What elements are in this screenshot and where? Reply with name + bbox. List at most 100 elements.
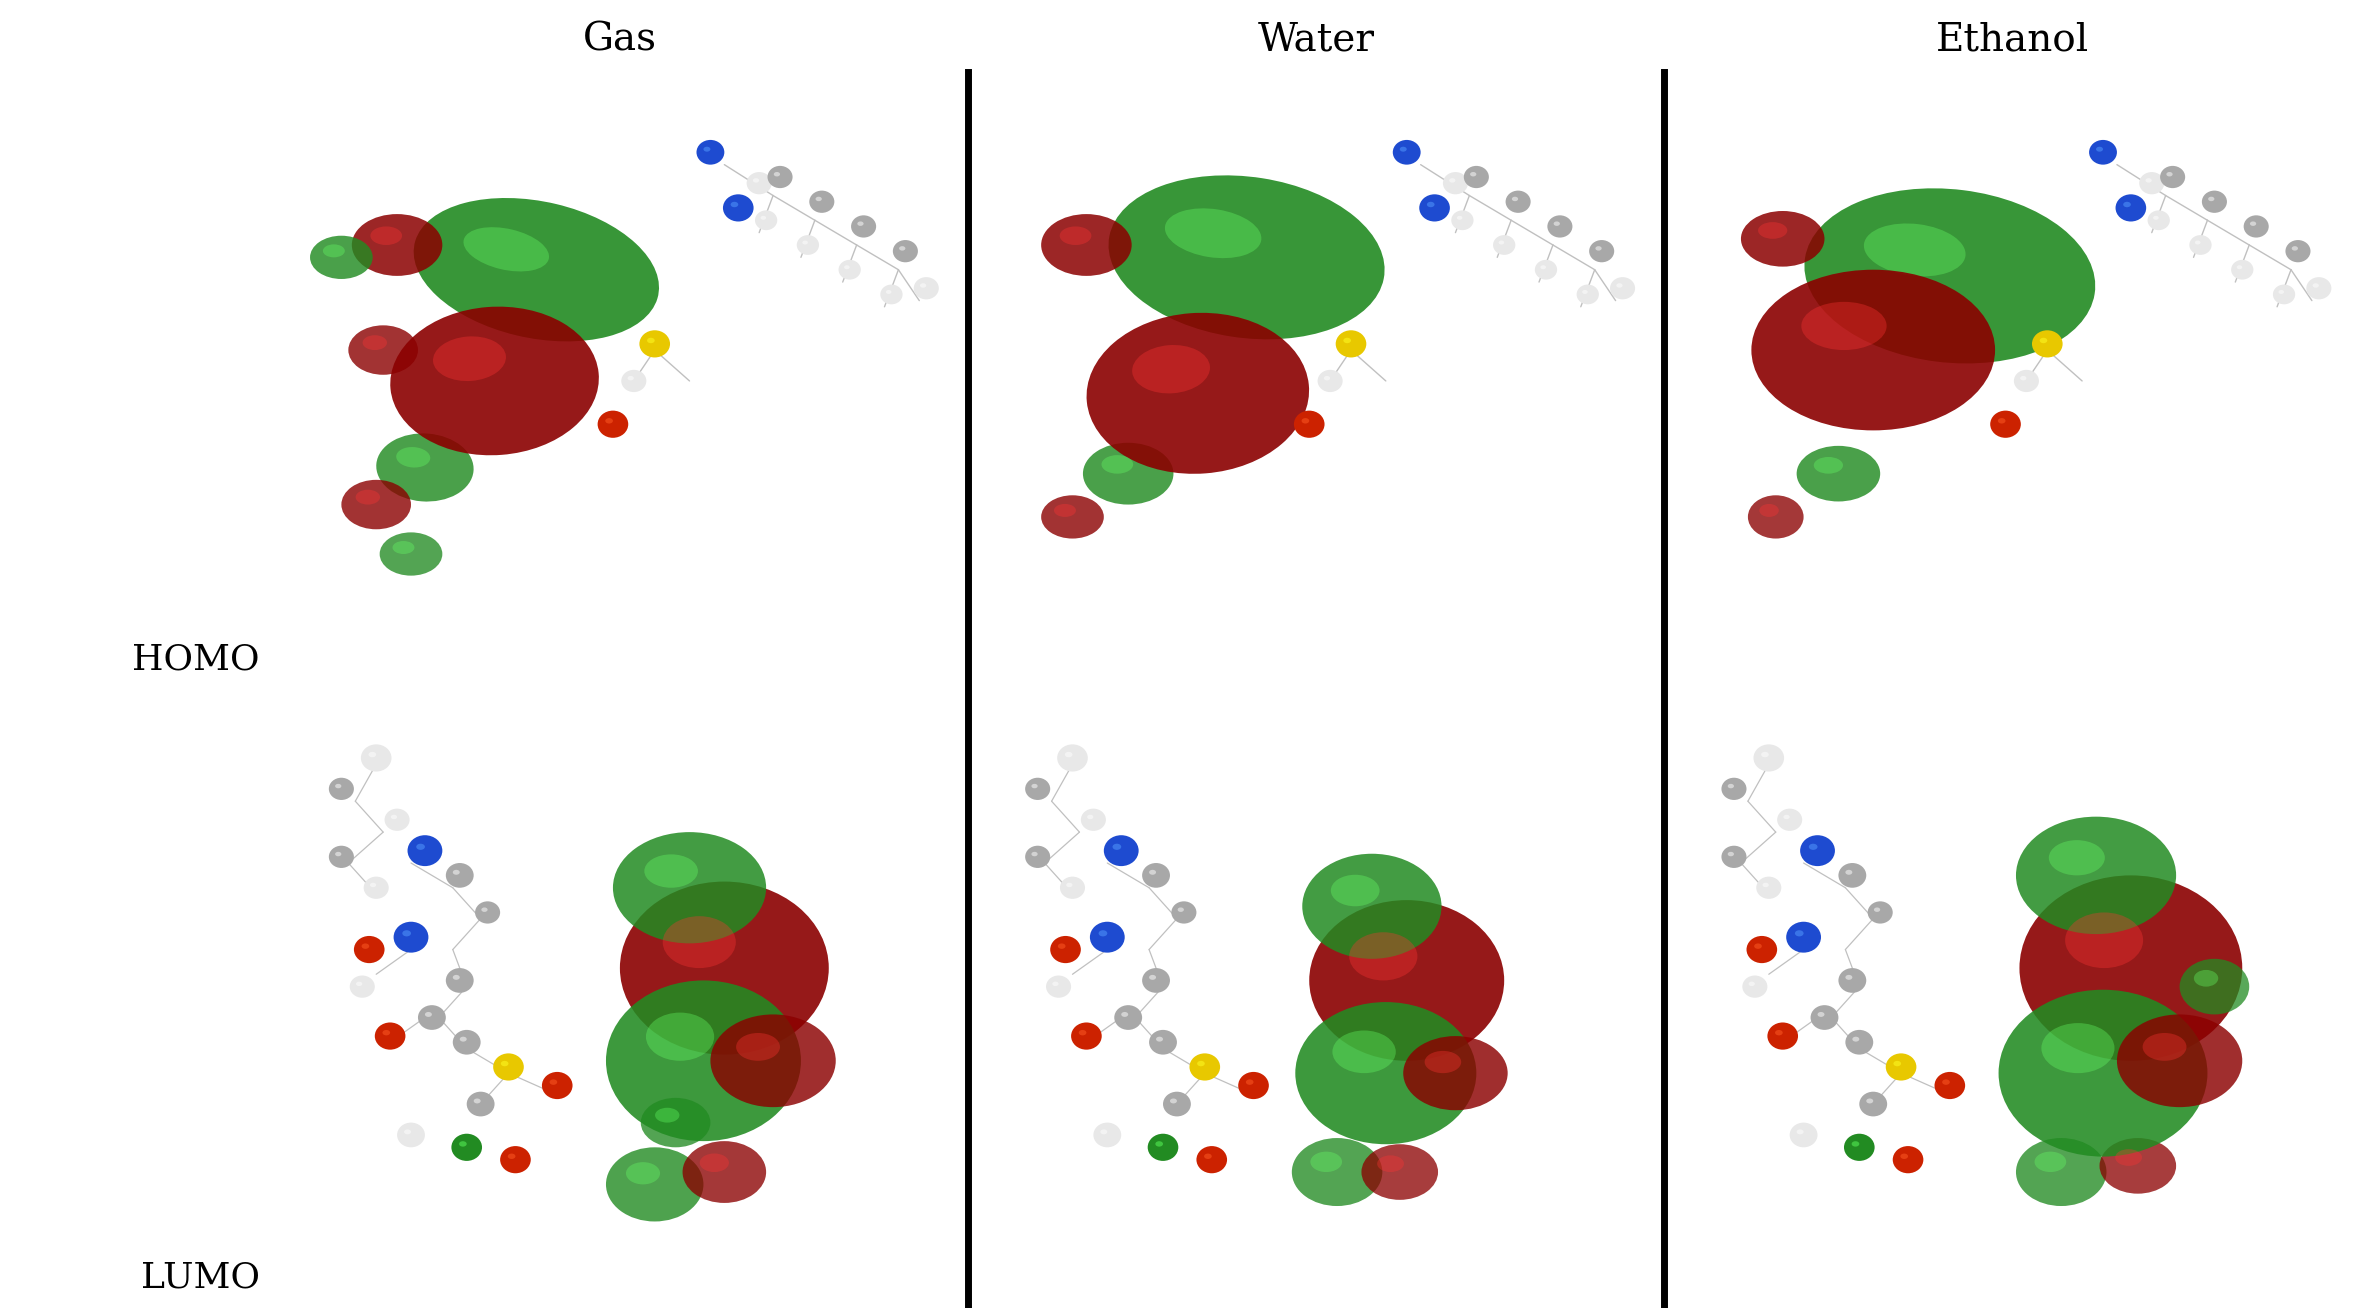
Circle shape bbox=[1777, 808, 1803, 831]
Ellipse shape bbox=[336, 852, 340, 857]
Circle shape bbox=[2148, 211, 2169, 230]
Ellipse shape bbox=[1616, 284, 1623, 288]
Ellipse shape bbox=[645, 1012, 714, 1061]
Ellipse shape bbox=[454, 870, 461, 875]
Ellipse shape bbox=[1099, 930, 1108, 937]
Ellipse shape bbox=[1311, 1151, 1342, 1172]
Ellipse shape bbox=[773, 171, 780, 177]
Ellipse shape bbox=[473, 1099, 480, 1104]
Ellipse shape bbox=[1205, 1154, 1212, 1159]
Ellipse shape bbox=[730, 201, 737, 207]
Circle shape bbox=[376, 1023, 406, 1049]
Ellipse shape bbox=[699, 1154, 728, 1172]
Ellipse shape bbox=[371, 883, 376, 887]
Ellipse shape bbox=[380, 532, 442, 576]
Ellipse shape bbox=[463, 228, 548, 272]
Ellipse shape bbox=[1470, 171, 1477, 177]
Circle shape bbox=[1080, 808, 1106, 831]
Ellipse shape bbox=[1156, 1141, 1163, 1147]
Ellipse shape bbox=[1874, 908, 1881, 912]
Ellipse shape bbox=[2143, 1033, 2186, 1061]
Ellipse shape bbox=[1427, 201, 1434, 207]
Circle shape bbox=[754, 211, 777, 230]
Ellipse shape bbox=[605, 1147, 704, 1222]
Circle shape bbox=[1319, 370, 1342, 392]
Ellipse shape bbox=[397, 447, 430, 467]
Ellipse shape bbox=[1059, 943, 1066, 948]
Ellipse shape bbox=[1059, 226, 1092, 245]
Circle shape bbox=[1505, 191, 1531, 213]
Ellipse shape bbox=[1801, 302, 1886, 351]
Ellipse shape bbox=[324, 245, 345, 258]
Ellipse shape bbox=[1066, 752, 1073, 757]
Ellipse shape bbox=[803, 241, 808, 245]
Ellipse shape bbox=[1082, 442, 1174, 505]
Circle shape bbox=[839, 260, 860, 280]
Circle shape bbox=[2306, 277, 2332, 300]
Ellipse shape bbox=[2039, 337, 2046, 343]
Circle shape bbox=[881, 285, 903, 305]
Ellipse shape bbox=[347, 326, 418, 375]
Ellipse shape bbox=[2193, 971, 2219, 986]
Circle shape bbox=[1789, 1122, 1817, 1147]
Circle shape bbox=[1049, 937, 1080, 963]
Ellipse shape bbox=[1775, 1029, 1782, 1036]
Circle shape bbox=[385, 808, 409, 831]
Circle shape bbox=[697, 140, 725, 165]
Ellipse shape bbox=[1846, 974, 1853, 980]
Ellipse shape bbox=[425, 1012, 432, 1016]
Circle shape bbox=[475, 901, 501, 923]
Circle shape bbox=[1172, 901, 1196, 923]
Ellipse shape bbox=[844, 266, 851, 269]
Ellipse shape bbox=[1087, 313, 1309, 473]
Circle shape bbox=[808, 191, 834, 213]
Circle shape bbox=[541, 1073, 572, 1099]
Ellipse shape bbox=[2207, 196, 2214, 201]
Ellipse shape bbox=[2167, 171, 2172, 177]
Text: Water: Water bbox=[1257, 22, 1375, 59]
Ellipse shape bbox=[336, 783, 340, 789]
Ellipse shape bbox=[376, 433, 473, 501]
Ellipse shape bbox=[310, 235, 373, 279]
Ellipse shape bbox=[1132, 345, 1210, 394]
Ellipse shape bbox=[1760, 504, 1779, 517]
Circle shape bbox=[1148, 1029, 1177, 1054]
Circle shape bbox=[1163, 1092, 1191, 1117]
Ellipse shape bbox=[1295, 1002, 1477, 1144]
Ellipse shape bbox=[1165, 208, 1262, 258]
Ellipse shape bbox=[2035, 1151, 2065, 1172]
Ellipse shape bbox=[416, 844, 425, 850]
Ellipse shape bbox=[1796, 1129, 1803, 1134]
Circle shape bbox=[2139, 173, 2165, 195]
Ellipse shape bbox=[1751, 269, 1994, 430]
Circle shape bbox=[1548, 216, 1571, 238]
Circle shape bbox=[1990, 411, 2020, 438]
Ellipse shape bbox=[619, 882, 829, 1054]
Ellipse shape bbox=[2049, 840, 2105, 875]
Circle shape bbox=[1104, 836, 1139, 866]
Ellipse shape bbox=[2313, 284, 2318, 288]
Ellipse shape bbox=[482, 908, 487, 912]
Ellipse shape bbox=[1042, 496, 1104, 539]
Ellipse shape bbox=[1323, 375, 1330, 381]
Ellipse shape bbox=[612, 832, 766, 943]
Ellipse shape bbox=[501, 1061, 508, 1066]
Circle shape bbox=[2191, 235, 2212, 255]
Ellipse shape bbox=[1302, 854, 1441, 959]
Ellipse shape bbox=[886, 290, 891, 294]
Ellipse shape bbox=[1309, 900, 1505, 1061]
Circle shape bbox=[914, 277, 938, 300]
Ellipse shape bbox=[1784, 815, 1789, 819]
Circle shape bbox=[723, 195, 754, 221]
Ellipse shape bbox=[1727, 783, 1734, 789]
Text: Ethanol: Ethanol bbox=[1935, 22, 2089, 59]
Ellipse shape bbox=[1449, 178, 1456, 183]
Ellipse shape bbox=[2292, 246, 2297, 251]
Ellipse shape bbox=[1404, 1036, 1508, 1110]
Circle shape bbox=[1838, 863, 1867, 888]
Circle shape bbox=[447, 863, 473, 888]
Ellipse shape bbox=[1583, 290, 1588, 294]
Ellipse shape bbox=[754, 178, 759, 183]
Ellipse shape bbox=[2117, 1015, 2242, 1107]
Circle shape bbox=[1609, 277, 1635, 300]
